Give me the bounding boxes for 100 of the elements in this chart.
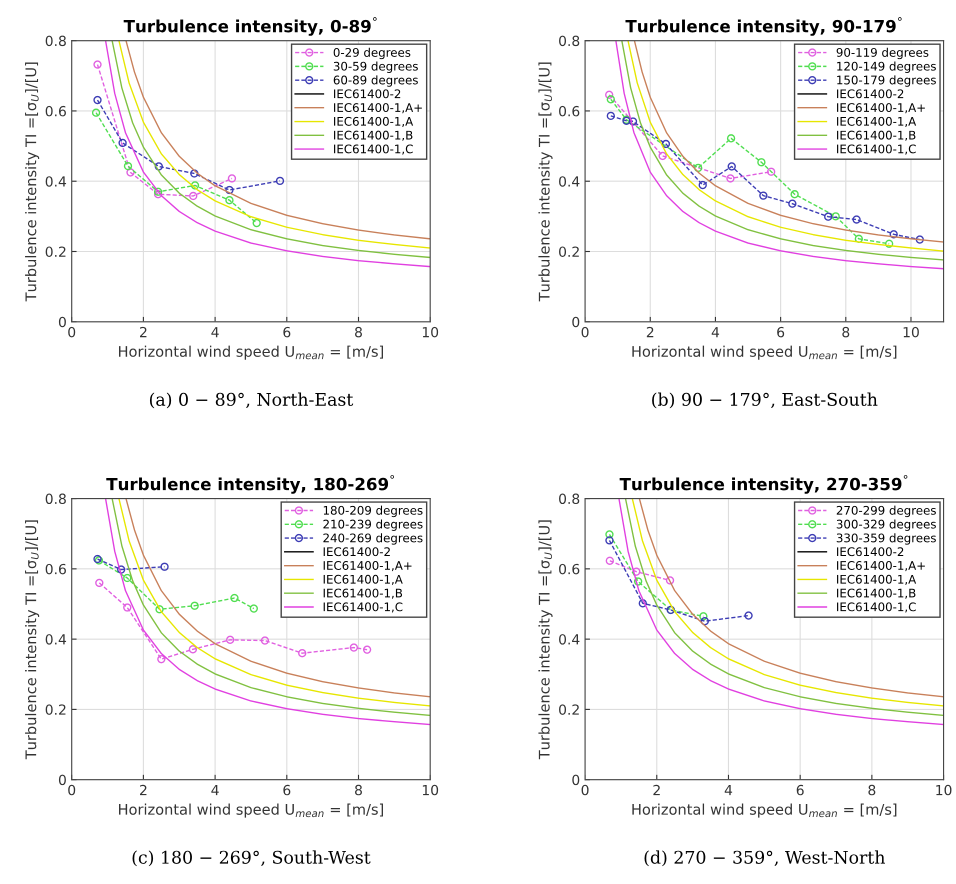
legend-label: 240-269 degrees	[323, 533, 423, 545]
legend-label: 0-29 degrees	[334, 48, 410, 60]
text: (c) 180 − 269°, South-West	[132, 850, 371, 866]
x-tick-label: 6	[777, 326, 784, 338]
legend-label: IEC61400-1,B	[324, 588, 402, 599]
y-tick-label: 0.6	[559, 564, 580, 574]
point	[93, 60, 102, 69]
point	[666, 576, 674, 585]
x-axis-title: Horizontal wind speed U$_{mean}$ = [m/s]	[632, 346, 896, 360]
point	[118, 138, 127, 148]
x-tick-label: 4	[712, 327, 720, 338]
y-tick-label: 0.6	[46, 564, 66, 574]
point	[699, 612, 708, 620]
point	[252, 218, 261, 228]
point	[190, 602, 199, 610]
point	[362, 646, 372, 654]
legend-label: IEC61400-1,B	[334, 130, 412, 141]
point	[662, 140, 670, 148]
x-tick-label: 10	[422, 326, 438, 338]
legend-label: IEC61400-1,C	[837, 602, 916, 613]
point	[854, 234, 864, 244]
point	[694, 164, 702, 172]
legend-label: IEC61400-2	[837, 547, 904, 556]
legend-label: IEC61400-1,C	[837, 144, 916, 155]
text: (d) 270 − 359°, West-North	[644, 850, 885, 866]
x-tick-label: 0	[582, 784, 589, 796]
legend-label: 120-149 degrees	[837, 62, 936, 73]
legend-label: 180-209 degrees	[324, 506, 423, 518]
x-tick-label: 10	[936, 784, 952, 796]
x-tick-label: 0	[68, 784, 76, 796]
legend-label: IEC61400-1,B	[837, 130, 916, 141]
y-tick-label: 0.2	[559, 704, 579, 715]
y-tick-label: 0.8	[559, 494, 580, 504]
legend-label: IEC61400-1,C	[324, 602, 402, 613]
point	[605, 530, 614, 539]
point	[226, 636, 234, 644]
x-axis-title: Horizontal wind speed U$_{mean}$ = [m/s]	[632, 804, 896, 818]
point	[605, 90, 614, 99]
legend-label: IEC61400-1,A	[324, 574, 403, 585]
point	[788, 200, 797, 208]
x-tick-label: 0	[68, 326, 76, 338]
chart-title: Turbulence intensity, 0-89$^{°}$	[124, 17, 377, 36]
point	[157, 654, 166, 664]
legend-label: IEC61400-2	[837, 89, 904, 98]
point	[92, 108, 100, 117]
legend-label: 330-359 degrees	[836, 533, 936, 545]
x-tick-label: 0	[582, 326, 589, 338]
point	[767, 168, 776, 176]
y-tick-label: 0.6	[559, 106, 580, 116]
point	[606, 95, 615, 104]
point	[790, 190, 799, 198]
legend-label: 270-299 degrees	[836, 506, 936, 518]
text: (b) 90 − 179°, East-South	[652, 392, 878, 408]
y-tick-label: 0.4	[46, 634, 66, 645]
legend-label: IEC61400-1,A	[334, 116, 414, 128]
point	[225, 196, 234, 204]
point	[350, 643, 358, 652]
point	[606, 556, 614, 565]
point	[93, 96, 102, 104]
point	[884, 240, 894, 248]
legend-label: 300-329 degrees	[836, 519, 936, 531]
x-tick-label: 10	[422, 784, 438, 796]
x-tick-label: 4	[211, 784, 219, 796]
point	[190, 181, 200, 190]
point	[123, 603, 132, 612]
point	[95, 578, 104, 588]
point	[634, 577, 642, 586]
chart-title: Turbulence intensity, 180-269$^{°}$	[106, 475, 394, 494]
y-tick-label: 0	[572, 316, 580, 328]
point	[154, 188, 162, 196]
point	[890, 230, 898, 238]
legend-label: IEC61400-1,A+	[334, 103, 422, 114]
x-tick-label: 6	[796, 784, 804, 796]
x-tick-label: 2	[646, 326, 654, 338]
y-axis-title: Turbulence intensity TI =[σ$_{U}$]/[U]	[538, 520, 553, 760]
legend-label: IEC61400-1,A+	[324, 561, 412, 572]
y-axis-title: Turbulence intensity TI =[σ$_{U}$]/[U]	[25, 62, 40, 302]
point	[726, 134, 736, 143]
x-tick-label: 2	[140, 784, 146, 796]
legend-label: 60-89 degrees	[334, 75, 418, 87]
y-tick-label: 0.6	[46, 106, 66, 116]
legend-label: IEC61400-1,B	[837, 588, 916, 599]
legend-label: 30-59 degrees	[334, 62, 418, 73]
legend-label: IEC61400-2	[324, 547, 390, 556]
point	[606, 112, 615, 120]
point	[189, 192, 198, 200]
point	[658, 152, 667, 160]
point	[916, 235, 924, 244]
point	[638, 599, 647, 608]
point	[124, 162, 132, 170]
y-tick-label: 0.2	[559, 246, 579, 257]
y-tick-label: 0.8	[559, 36, 580, 46]
point	[759, 191, 768, 200]
legend-label: 210-239 degrees	[323, 519, 423, 531]
chart-title: Turbulence intensity, 90-179$^{°}$	[625, 17, 902, 36]
y-tick-label: 0.4	[46, 176, 66, 187]
x-axis-title: Horizontal wind speed U$_{mean}$ = [m/s]	[119, 346, 383, 360]
y-tick-label: 0.2	[46, 704, 66, 715]
point	[605, 536, 614, 545]
point	[188, 645, 198, 654]
